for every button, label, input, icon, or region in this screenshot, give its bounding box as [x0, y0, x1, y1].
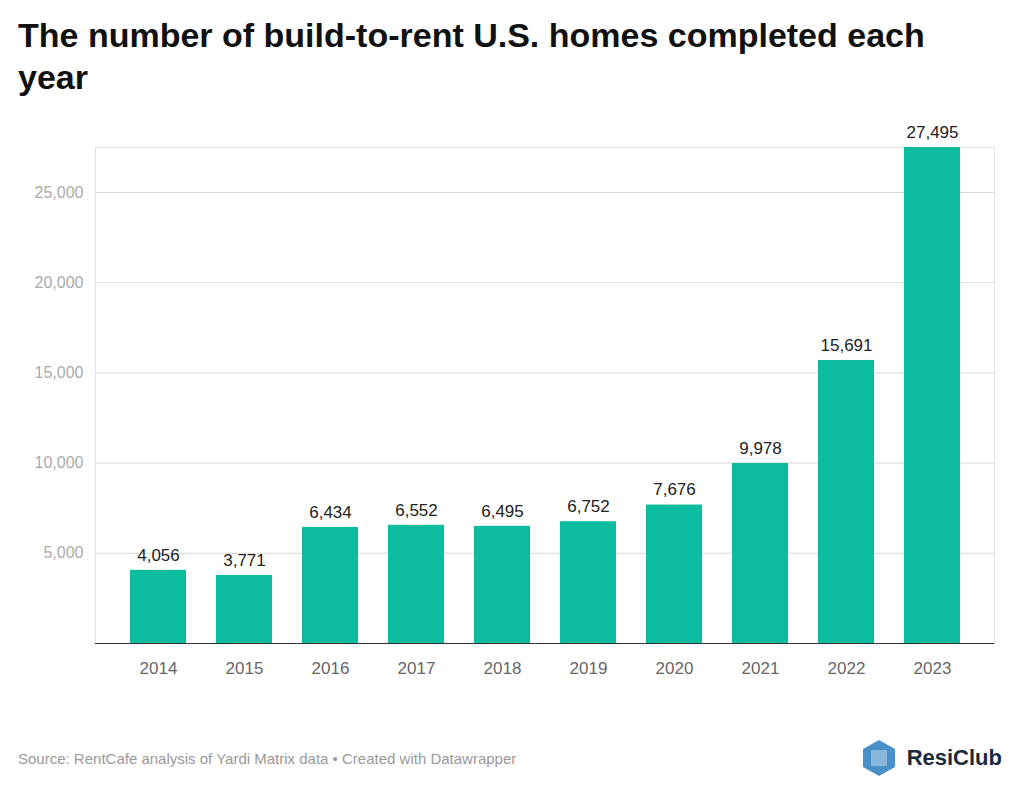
svg-text:15,691: 15,691 — [821, 336, 873, 355]
svg-text:2016: 2016 — [312, 659, 350, 678]
svg-text:2018: 2018 — [484, 659, 522, 678]
svg-text:10,000: 10,000 — [35, 454, 84, 471]
svg-text:2022: 2022 — [828, 659, 866, 678]
svg-text:2021: 2021 — [742, 659, 780, 678]
svg-text:4,056: 4,056 — [137, 546, 180, 565]
svg-text:2023: 2023 — [914, 659, 952, 678]
svg-text:7,676: 7,676 — [653, 480, 696, 499]
html-text:Source: RentCafe analysis of Y: Source: RentCafe analysis of Yardi Matri… — [18, 750, 517, 767]
svg-text:2014: 2014 — [140, 659, 178, 678]
html-text:ResiClub: ResiClub — [906, 745, 1002, 770]
svg-text:2017: 2017 — [398, 659, 436, 678]
html-text:The number of build-to-rent U.: The number of build-to-rent U.S. homes c… — [18, 16, 925, 96]
svg-text:3,771: 3,771 — [223, 551, 266, 570]
svg-text:15,000: 15,000 — [35, 364, 84, 381]
svg-text:5,000: 5,000 — [43, 544, 83, 561]
svg-text:6,434: 6,434 — [309, 503, 352, 522]
svg-text:6,495: 6,495 — [481, 502, 524, 521]
svg-text:27,495: 27,495 — [907, 123, 959, 142]
svg-text:2015: 2015 — [226, 659, 264, 678]
svg-text:6,552: 6,552 — [395, 501, 438, 520]
svg-text:6,752: 6,752 — [567, 497, 610, 516]
svg-text:2020: 2020 — [656, 659, 694, 678]
svg-text:25,000: 25,000 — [35, 184, 84, 201]
svg-text:9,978: 9,978 — [739, 439, 782, 458]
svg-text:20,000: 20,000 — [35, 274, 84, 291]
svg-text:2019: 2019 — [570, 659, 608, 678]
